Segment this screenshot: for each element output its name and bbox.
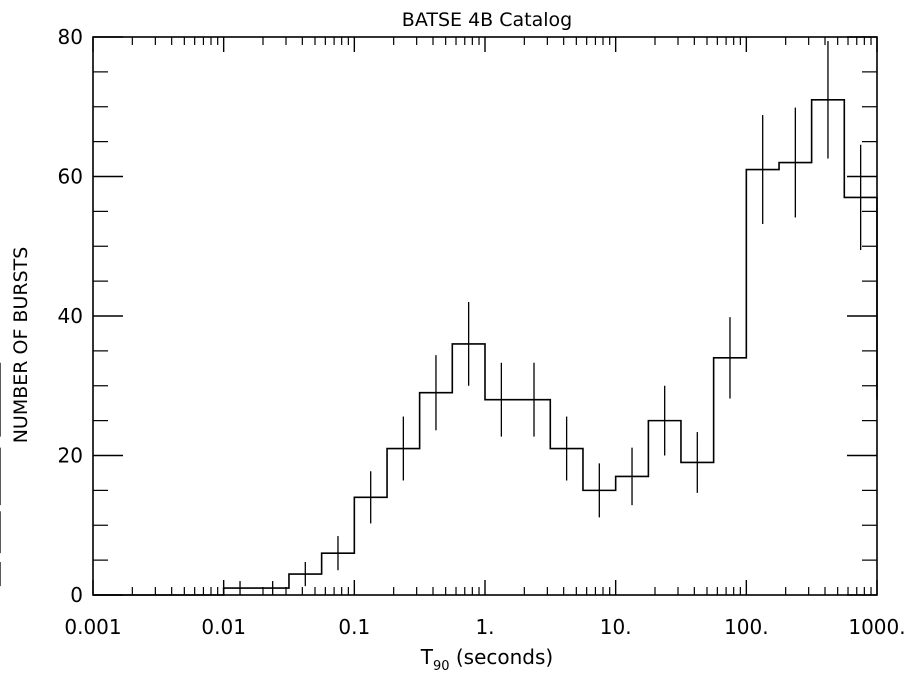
y-tick-label: 20 (58, 444, 83, 468)
y-tick-label: 40 (58, 304, 83, 328)
x-tick-label: 10. (600, 615, 632, 639)
x-axis-label: T90 (seconds) (420, 645, 553, 671)
plot-frame (92, 36, 878, 596)
x-tick-label: 0.001 (64, 615, 121, 639)
x-tick-label: 0.01 (201, 615, 246, 639)
x-axis-label-main: T (420, 645, 434, 669)
histogram-step-line (93, 98, 878, 596)
x-tick-label: 0.1 (338, 615, 370, 639)
y-tick-label: 60 (58, 165, 83, 189)
y-tick-label: 0 (70, 583, 83, 607)
chart-title: BATSE 4B Catalog (402, 9, 572, 31)
x-axis-label-rest: (seconds) (450, 645, 554, 669)
y-tick-label: 80 (58, 25, 83, 49)
x-tick-label: 1000. (848, 615, 905, 639)
x-tick-label: 1. (475, 615, 494, 639)
x-tick-label: 100. (724, 615, 769, 639)
y-axis-label: NUMBER OF BURSTS (10, 247, 32, 444)
x-axis-label-subscript: 90 (433, 659, 450, 671)
